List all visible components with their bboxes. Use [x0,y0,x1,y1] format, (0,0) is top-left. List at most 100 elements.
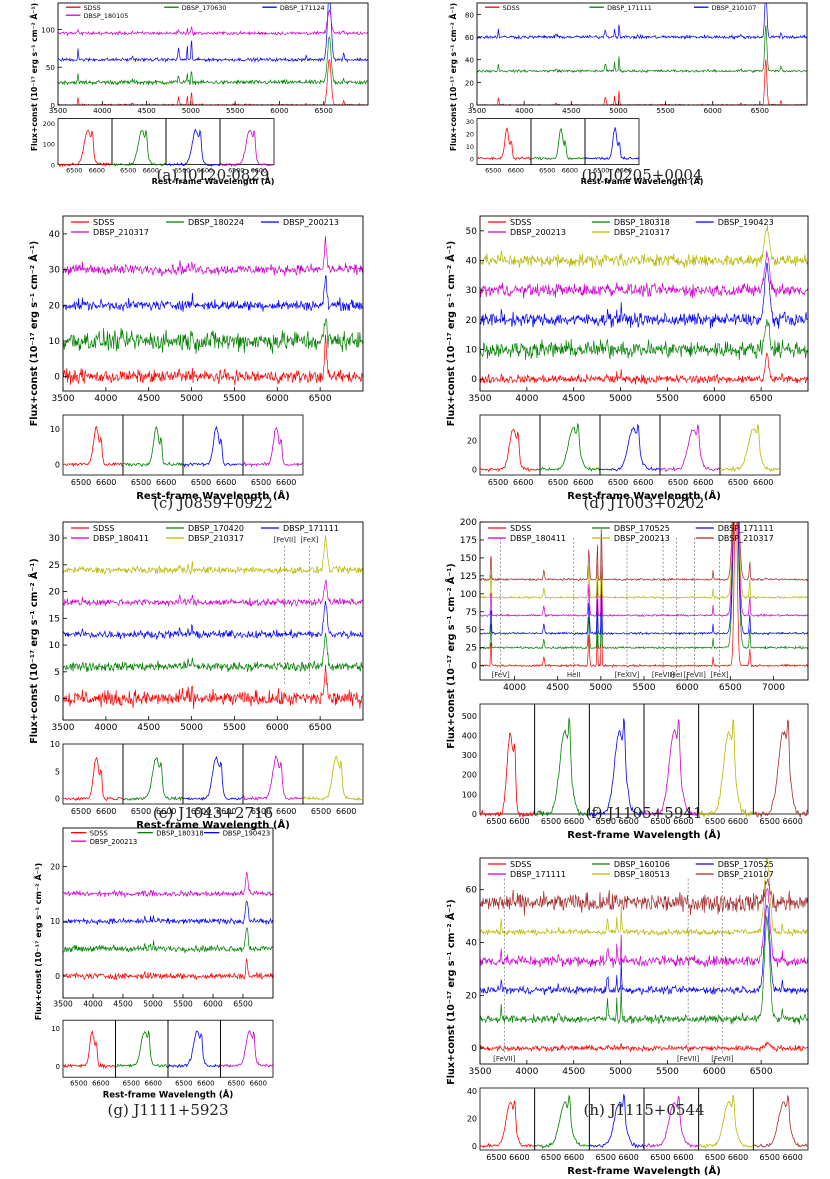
main-axes [476,2,808,106]
inset-DBSP_210317: 6500 6600 [719,414,781,487]
spectrum-DBSP_170525 [480,904,808,996]
svg-text:DBSP_200213: DBSP_200213 [283,218,339,227]
y-tick-label: 30 [49,534,61,544]
inset-x-tick-label: 6600 [276,478,296,487]
y-tick-label: 40 [466,256,478,266]
inset-x-tick-label: 6500 [174,167,190,175]
x-tick-label: 4000 [94,394,117,404]
legend-entry: DBSP_180318 [137,830,204,838]
spectrum-SDSS [480,522,808,668]
x-tick-label: 3500 [53,1000,73,1009]
inset-x-tick-label: 6500 [486,817,506,826]
inset-x-tick-label: 6500 [650,1153,670,1162]
inset-y-tick-label: 0 [56,1063,60,1071]
legend-entry: DBSP_200213 [591,534,670,543]
spectrum-DBSP_171111 [480,888,808,968]
y-tick-label: 175 [460,536,477,546]
legend-entry: DBSP_210107 [695,870,774,879]
x-tick-label: 4500 [113,1000,133,1009]
inset-x-tick-label: 6600 [143,167,159,175]
x-axis-label: Rest-frame Wavelength (Å) [136,489,290,502]
line-label: [FeV] [492,671,510,679]
inset-x-tick-label: 6600 [509,1153,529,1162]
spectrum-DBSP_210317 [63,236,363,277]
inset-x-tick-label: 6500 [71,807,91,816]
main-axes [479,215,809,392]
svg-text:DBSP_180513: DBSP_180513 [614,870,670,879]
y-tick-label: 75 [466,608,477,618]
inset-x-tick-label: 6500 [123,1080,140,1088]
legend-entry: SDSS [66,4,101,12]
inset-x-tick-label: 6600 [753,478,773,487]
inset-DBSP_210107: 6500 6600 [584,118,640,175]
spectrum-DBSP_171124 [58,3,368,64]
inset-x-tick-label: 6600 [562,167,578,175]
inset-y-tick-label: 0 [472,1142,477,1151]
y-tick-label: 200 [460,518,477,528]
inset-x-tick-label: 6600 [251,167,267,175]
inset-DBSP_200213: 6500 6600 [182,414,244,487]
svg-text:DBSP_180411: DBSP_180411 [93,534,149,543]
panel-caption: (c) J0859+0922 [153,494,273,512]
x-tick-label: 4000 [94,723,117,733]
main-axes [62,215,364,392]
inset-SDSS: 6500 6600 [479,703,536,826]
spectrum-DBSP_160106 [480,915,808,1025]
inset-x-tick-label: 6600 [197,167,213,175]
legend-entry: DBSP_200213 [261,218,339,227]
x-tick-label: 5500 [656,394,679,404]
spectrum-SDSS [480,1041,808,1053]
panel-caption: (b) J0205+0004 [581,166,702,184]
inset-x-tick-label: 6600 [276,807,296,816]
panel-e: [FeVII] [FeX]3500 4000 4500 5000 5500 6000 6500… [29,521,364,831]
inset-x-tick-label: 6600 [783,1153,803,1162]
line-label: [FeXIV] [614,671,639,679]
inset-y-tick-label: 0 [472,465,477,474]
inset-x-tick-label: 6600 [92,1080,109,1088]
inset-y-tick-label: 400 [462,731,477,740]
y-axis-label: Flux+const (10⁻¹⁷ erg s⁻¹ cm⁻² Å⁻¹) [33,863,43,1020]
y-axis-label: Flux+const (10⁻¹⁷ erg s⁻¹ cm⁻² Å⁻¹) [449,3,458,151]
spectrum-DBSP_210317 [480,225,808,269]
legend-entry: DBSP_180513 [591,870,670,879]
line-label: [FeVII] [677,1055,700,1063]
spectrum-DBSP_210107 [480,877,808,916]
y-tick-label: 50 [466,227,478,237]
x-tick-label: 3500 [468,106,487,115]
inset-x-tick-label: 6500 [593,167,609,175]
svg-text:SDSS: SDSS [510,860,531,869]
inset-x-tick-label: 6600 [89,167,105,175]
inset-y-tick-label: 200 [462,771,477,780]
svg-text:DBSP_180105: DBSP_180105 [84,12,129,20]
x-tick-label: 5500 [633,683,656,693]
inset-y-tick-label: 0 [55,460,60,469]
spectrum-DBSP_171111 [480,522,808,636]
inset-x-tick-label: 6500 [760,1153,780,1162]
inset-x-tick-label: 6600 [573,478,593,487]
spectrum-DBSP_171111 [63,600,363,640]
legend-entry: DBSP_210317 [591,228,670,237]
svg-text:DBSP_171111: DBSP_171111 [283,524,339,533]
inset-y-tick-label: 0 [51,162,55,170]
spectra-area [477,3,807,105]
panel-h: [FeVII] [FeVII] [FeVII]3500 4000 4500 5000 550… [446,857,809,1177]
spectrum-DBSP_200213 [63,871,273,898]
x-tick-label: 4000 [515,394,538,404]
inset-x-tick-label: 6500 [596,817,616,826]
spectra-area [480,522,808,668]
legend-entry: SDSS [71,524,114,533]
inset-y-tick-label: 20 [467,437,477,446]
spectra-area [480,858,808,1053]
inset-x-tick-label: 6600 [619,1153,639,1162]
inset-y-tick-label: 10 [50,740,60,749]
inset-x-tick-label: 6500 [541,1153,561,1162]
svg-text:DBSP_180224: DBSP_180224 [188,218,244,227]
x-tick-label: 6500 [309,394,332,404]
y-tick-label: 30 [466,286,478,296]
inset-SDSS: 6500 6600 [57,118,113,175]
inset-DBSP_180513: 6500 6600 [698,1087,754,1162]
inset-y-tick-label: 100 [43,141,55,149]
panel-caption: (a) J0120-0829 [157,166,270,184]
x-tick-label: 6500 [750,394,773,404]
